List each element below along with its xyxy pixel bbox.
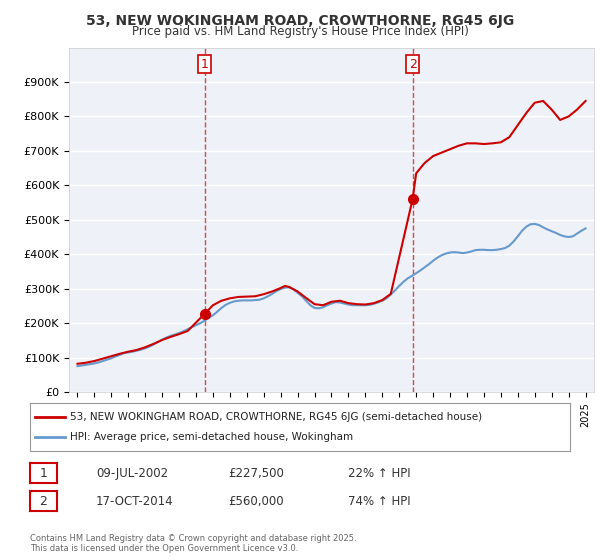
Text: 22% ↑ HPI: 22% ↑ HPI bbox=[348, 466, 410, 480]
Text: 53, NEW WOKINGHAM ROAD, CROWTHORNE, RG45 6JG (semi-detached house): 53, NEW WOKINGHAM ROAD, CROWTHORNE, RG45… bbox=[71, 412, 482, 422]
Text: 2: 2 bbox=[40, 494, 47, 508]
Text: 53, NEW WOKINGHAM ROAD, CROWTHORNE, RG45 6JG: 53, NEW WOKINGHAM ROAD, CROWTHORNE, RG45… bbox=[86, 14, 514, 28]
Text: 17-OCT-2014: 17-OCT-2014 bbox=[96, 494, 173, 508]
Text: 1: 1 bbox=[201, 58, 209, 71]
Text: 09-JUL-2002: 09-JUL-2002 bbox=[96, 466, 168, 480]
Text: Price paid vs. HM Land Registry's House Price Index (HPI): Price paid vs. HM Land Registry's House … bbox=[131, 25, 469, 38]
Text: Contains HM Land Registry data © Crown copyright and database right 2025.
This d: Contains HM Land Registry data © Crown c… bbox=[30, 534, 356, 553]
Text: HPI: Average price, semi-detached house, Wokingham: HPI: Average price, semi-detached house,… bbox=[71, 432, 353, 442]
Text: 74% ↑ HPI: 74% ↑ HPI bbox=[348, 494, 410, 508]
Text: £227,500: £227,500 bbox=[228, 466, 284, 480]
Text: 1: 1 bbox=[40, 466, 47, 480]
Text: £560,000: £560,000 bbox=[228, 494, 284, 508]
Text: 2: 2 bbox=[409, 58, 416, 71]
